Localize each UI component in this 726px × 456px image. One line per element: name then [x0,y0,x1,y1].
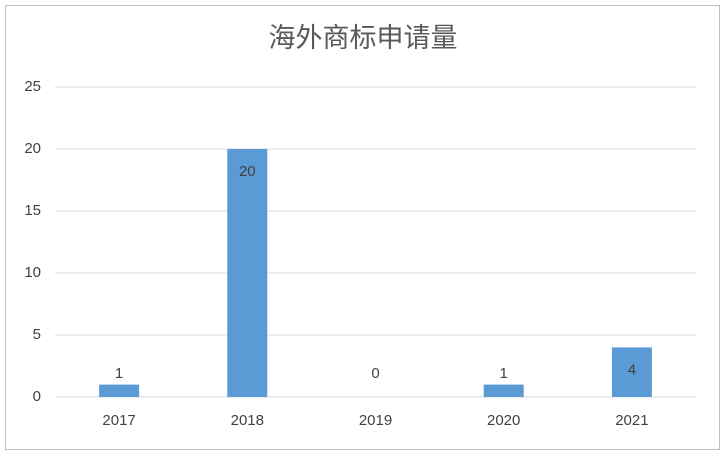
bar [99,384,140,397]
bar [227,149,268,397]
y-tick-label: 5 [33,326,41,343]
y-tick-label: 25 [24,78,41,95]
data-label: 20 [239,163,256,180]
data-label: 1 [500,365,508,382]
x-tick-label: 2020 [487,412,520,429]
x-tick-label: 2019 [359,412,392,429]
bar [483,384,524,397]
data-label: 1 [115,365,123,382]
y-tick-label: 10 [24,264,41,281]
x-tick-label: 2021 [615,412,648,429]
y-tick-label: 0 [33,388,41,405]
chart-frame [5,5,720,450]
data-label: 0 [371,365,379,382]
x-tick-label: 2018 [231,412,264,429]
y-tick-label: 20 [24,140,41,157]
chart-title: 海外商标申请量 [269,23,458,53]
y-tick-label: 15 [24,202,41,219]
x-tick-label: 2017 [102,412,135,429]
bar [611,347,652,397]
data-label: 4 [628,361,636,378]
